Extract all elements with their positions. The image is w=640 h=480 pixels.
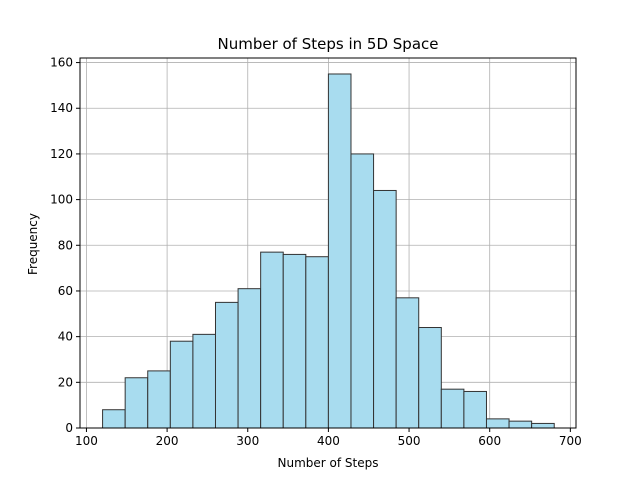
histogram-bar: [305, 256, 329, 429]
histogram-bar: [440, 388, 465, 429]
histogram-bar: [395, 297, 420, 429]
histogram-bars: [102, 73, 555, 429]
y-axis-label: Frequency: [26, 213, 40, 275]
y-tick-label: 0: [65, 421, 73, 435]
histogram-bar: [124, 377, 149, 429]
histogram-bar: [147, 370, 171, 429]
y-tick-label: 20: [58, 375, 73, 389]
x-tick-label: 400: [317, 434, 340, 448]
histogram-bar: [373, 189, 397, 429]
histogram-bar: [282, 253, 307, 429]
y-tick-label: 80: [58, 238, 73, 252]
histogram-bar: [214, 301, 239, 429]
histogram-bar: [260, 251, 284, 429]
x-tick-label: 100: [75, 434, 98, 448]
histogram-bar: [350, 153, 375, 429]
histogram-bar: [418, 327, 442, 429]
histogram-bar: [102, 409, 126, 429]
histogram-bar: [531, 422, 555, 429]
x-tick-label: 700: [559, 434, 582, 448]
histogram-bar: [508, 420, 533, 429]
x-tick-label: 200: [156, 434, 179, 448]
y-tick-label: 140: [50, 101, 73, 115]
x-tick-label: 300: [236, 434, 259, 448]
histogram-bar: [463, 390, 487, 429]
chart-title: Number of Steps in 5D Space: [217, 35, 438, 53]
histogram-bar: [237, 288, 262, 429]
y-tick-label: 100: [50, 193, 73, 207]
histogram-bar: [169, 340, 194, 429]
y-tick-label: 160: [50, 56, 73, 70]
y-tick-label: 40: [58, 330, 73, 344]
x-axis-label: Number of Steps: [278, 456, 379, 470]
x-tick-label: 500: [398, 434, 421, 448]
y-tick-label: 120: [50, 147, 73, 161]
histogram-bar: [327, 73, 352, 429]
axis-ticks: 100 200 300 400 500 600 700 0 20 40 60 80 100 120 140 1…: [50, 56, 582, 448]
x-tick-label: 600: [478, 434, 501, 448]
y-tick-label: 60: [58, 284, 73, 298]
histogram-bar: [192, 333, 216, 429]
histogram-bar: [485, 418, 510, 429]
plot-frame: [79, 57, 577, 429]
